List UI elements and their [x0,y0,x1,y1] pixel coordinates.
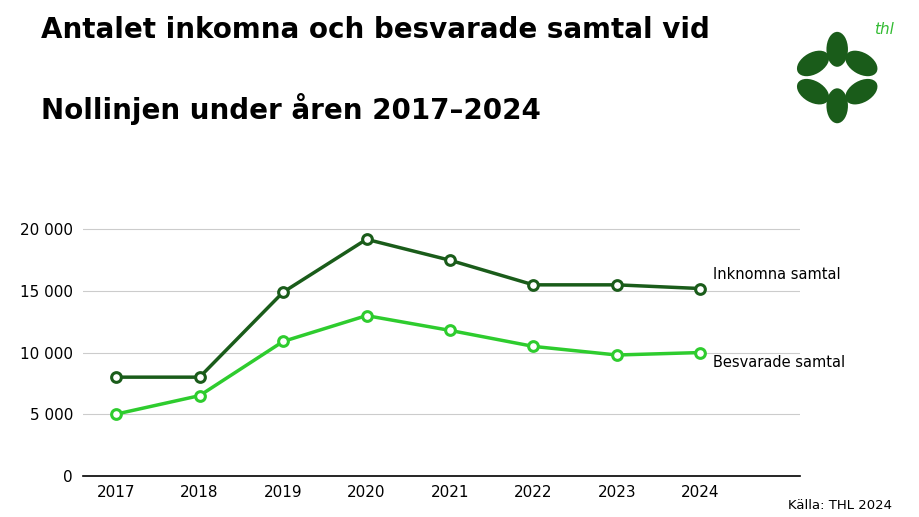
Ellipse shape [845,79,877,104]
Text: Källa: THL 2024: Källa: THL 2024 [788,499,891,512]
Ellipse shape [796,79,828,104]
Text: Besvarade samtal: Besvarade samtal [712,355,844,370]
Text: Nollinjen under åren 2017–2024: Nollinjen under åren 2017–2024 [41,93,540,125]
Ellipse shape [825,88,847,123]
Ellipse shape [796,51,828,76]
Ellipse shape [845,51,877,76]
Text: thl: thl [873,22,893,37]
Ellipse shape [825,32,847,67]
Text: Antalet inkomna och besvarade samtal vid: Antalet inkomna och besvarade samtal vid [41,16,709,43]
Text: Inknomna samtal: Inknomna samtal [712,267,839,282]
